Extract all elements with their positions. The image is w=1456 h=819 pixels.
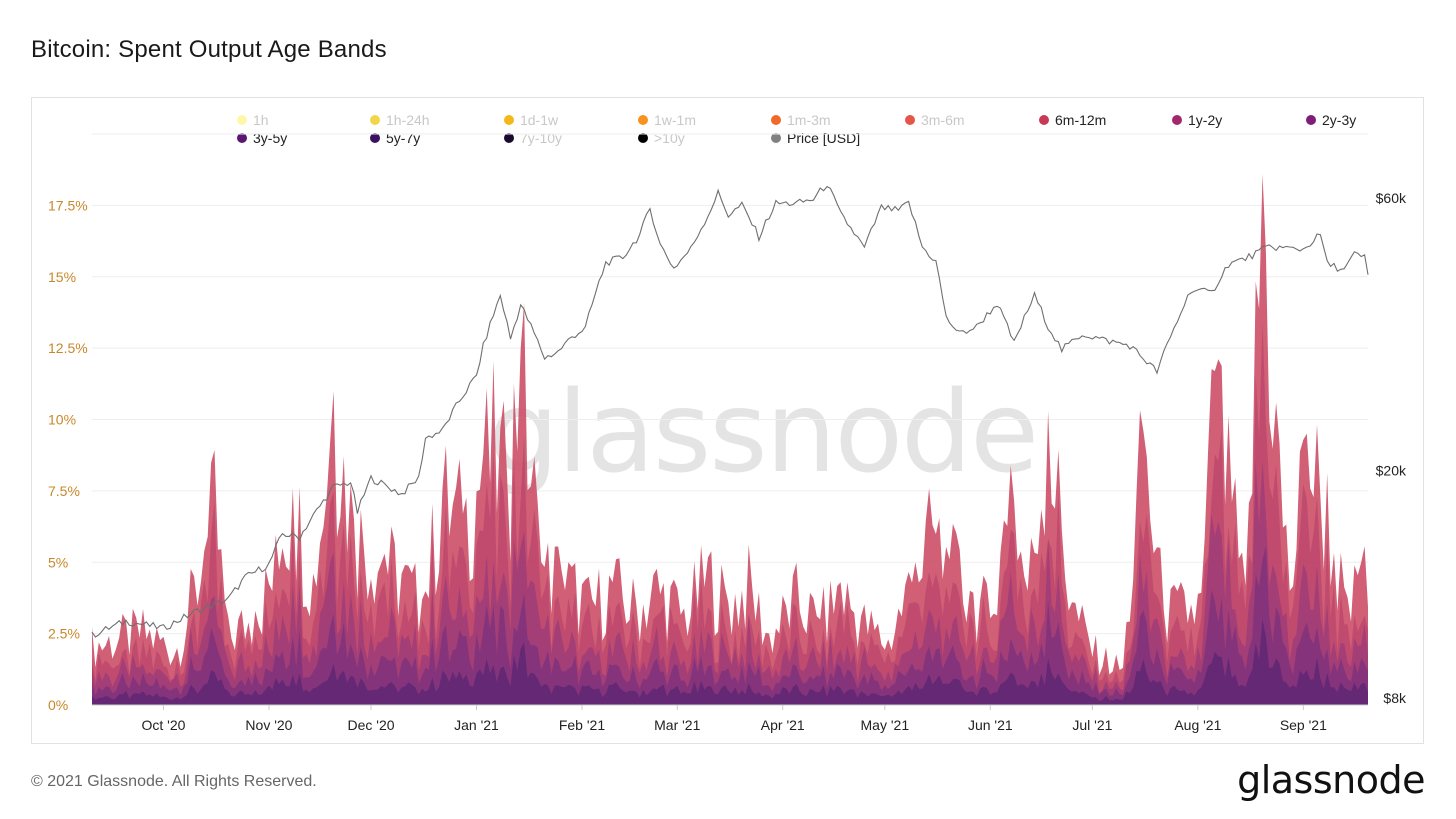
x-tick-label: Dec '20 (348, 717, 395, 733)
x-tick-label: Sep '21 (1280, 717, 1327, 733)
x-tick-label: Jul '21 (1072, 717, 1112, 733)
price-line (91, 185, 1369, 638)
y-tick-left: 0% (48, 697, 68, 713)
legend-label: 2y-3y (1322, 112, 1357, 128)
y-tick-right: $20k (1376, 463, 1407, 479)
x-tick-label: May '21 (861, 717, 910, 733)
y-tick-left: 7.5% (48, 483, 80, 499)
legend-swatch (237, 115, 247, 125)
legend-swatch (1306, 115, 1316, 125)
y-tick-left: 10% (48, 412, 76, 428)
legend-item-1h-24h[interactable]: 1h-24h (370, 112, 430, 128)
legend-label: 1h-24h (386, 112, 430, 128)
legend-swatch (504, 133, 514, 143)
y-tick-right: $8k (1383, 690, 1407, 706)
legend-swatch (905, 115, 915, 125)
legend-swatch (638, 115, 648, 125)
legend-label: 1m-3m (787, 112, 831, 128)
x-tick-label: Mar '21 (654, 717, 700, 733)
chart-title: Bitcoin: Spent Output Age Bands (31, 36, 387, 63)
legend-label: 6m-12m (1055, 112, 1107, 128)
legend-swatch (771, 115, 781, 125)
y-tick-left: 2.5% (48, 626, 80, 642)
x-tick-label: Aug '21 (1174, 717, 1221, 733)
y-tick-left: 12.5% (48, 340, 88, 356)
legend-swatch (1039, 115, 1049, 125)
legend-label: 1w-1m (654, 112, 697, 128)
x-tick-label: Apr '21 (761, 717, 805, 733)
legend-item-1h[interactable]: 1h (237, 112, 269, 128)
y-tick-left: 15% (48, 269, 76, 285)
legend-swatch (237, 133, 247, 143)
x-tick-label: Jan '21 (454, 717, 499, 733)
legend-label: 1d-1w (520, 112, 559, 128)
legend-label: 1h (253, 112, 269, 128)
legend-item-2y-3y[interactable]: 2y-3y (1306, 112, 1356, 128)
copyright-text: © 2021 Glassnode. All Rights Reserved. (31, 773, 317, 790)
legend-swatch (638, 133, 648, 143)
legend-label: 1y-2y (1188, 112, 1223, 128)
y-tick-right: $60k (1376, 190, 1407, 206)
x-tick-label: Nov '20 (245, 717, 292, 733)
legend-swatch (504, 115, 514, 125)
chart-frame (31, 97, 1424, 744)
area-5y-7y (92, 618, 1368, 705)
legend-swatch (1172, 115, 1182, 125)
legend-swatch (370, 115, 380, 125)
legend-item-3m-6m[interactable]: 3m-6m (905, 112, 965, 128)
legend-item-1y-2y[interactable]: 1y-2y (1172, 112, 1222, 128)
y-tick-left: 5% (48, 554, 68, 570)
legend-swatch (370, 133, 380, 143)
x-tick-label: Feb '21 (559, 717, 605, 733)
legend-swatch (771, 133, 781, 143)
x-tick-label: Oct '20 (141, 717, 185, 733)
legend-item-1m-3m[interactable]: 1m-3m (771, 112, 831, 128)
legend-item-1w-1m[interactable]: 1w-1m (638, 112, 696, 128)
x-tick-label: Jun '21 (968, 717, 1013, 733)
y-tick-left: 17.5% (48, 197, 88, 213)
legend-item-1d-1w[interactable]: 1d-1w (504, 112, 558, 128)
legend-label: 3m-6m (921, 112, 965, 128)
glassnode-logo: glassnode (1237, 758, 1425, 802)
legend-item-6m-12m[interactable]: 6m-12m (1039, 112, 1106, 128)
